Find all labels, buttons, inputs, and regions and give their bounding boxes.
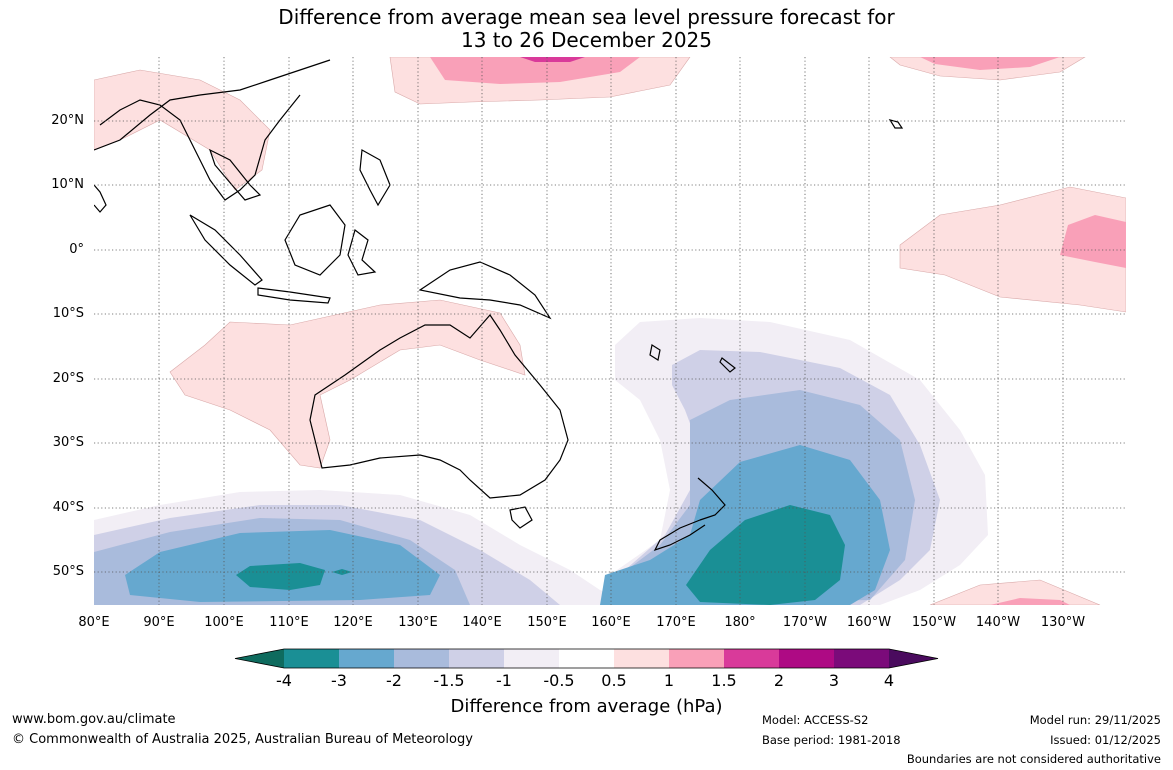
colorbar-bin-1 xyxy=(339,649,394,668)
coastline-hawaii xyxy=(888,119,904,129)
lat-label-30s: 30°S xyxy=(52,435,84,450)
coastline-new-caledonia xyxy=(719,357,736,373)
colorbar-upper-extend xyxy=(889,649,938,668)
lon-label-170w: 170°W xyxy=(782,615,828,630)
lon-label-140w: 140°W xyxy=(975,615,1021,630)
coastline-new-guinea xyxy=(418,261,552,320)
coastlines xyxy=(94,59,904,552)
colorbar-tick-label: -2 xyxy=(386,671,402,690)
colorbar-bin-4 xyxy=(504,649,559,668)
coastline-india-tip xyxy=(94,184,107,213)
lon-label-160e: 160°E xyxy=(591,615,631,630)
positive-anomaly-eq-1 xyxy=(1060,215,1126,268)
lon-label-160w: 160°W xyxy=(846,615,892,630)
colorbar-bin-5 xyxy=(559,649,614,668)
coastline-indochina xyxy=(208,148,262,201)
negative-anomaly-indian-3a xyxy=(236,563,325,590)
colorbar xyxy=(234,648,939,669)
coastline-borneo xyxy=(284,204,346,276)
coastline-australia xyxy=(309,314,569,499)
lat-label-40s: 40°S xyxy=(52,500,84,515)
positive-anomaly-north-1 xyxy=(430,57,640,84)
lon-label-150w: 150°W xyxy=(911,615,957,630)
colorbar-bin-9 xyxy=(779,649,834,668)
coastline-java xyxy=(257,287,331,304)
lat-label-50s: 50°S xyxy=(52,564,84,579)
lon-label-170e: 170°E xyxy=(656,615,696,630)
coastline-sumatra xyxy=(189,214,263,286)
positive-anomaly-se xyxy=(929,579,1101,605)
colorbar-tick-label: 1.5 xyxy=(711,671,737,690)
anomaly-field xyxy=(94,57,1126,605)
lat-label-20n: 20°N xyxy=(51,113,84,128)
map-title-line1: Difference from average mean sea level p… xyxy=(278,5,895,29)
positive-anomaly-eq xyxy=(899,186,1126,313)
positive-anomaly-asia xyxy=(94,69,271,191)
positive-anomaly-se-1 xyxy=(990,598,1070,605)
map-title-line2: 13 to 26 December 2025 xyxy=(460,28,712,52)
colorbar-bin-8 xyxy=(724,649,779,668)
colorbar-tick-label: 0.5 xyxy=(601,671,627,690)
colorbar-outline xyxy=(234,648,939,669)
positive-anomaly-north-2 xyxy=(520,57,585,62)
lat-label-10n: 10°N xyxy=(51,177,84,192)
coastline-sulawesi xyxy=(347,228,377,276)
coastline-philippines xyxy=(359,149,391,207)
lon-label-130e: 130°E xyxy=(398,615,438,630)
colorbar-tick-label: -4 xyxy=(276,671,292,690)
coastline-new-zealand xyxy=(653,477,726,552)
colorbar-tick-label: -1.5 xyxy=(433,671,465,690)
footer-base-period: Base period: 1981-2018 xyxy=(762,733,901,747)
lon-label-150e: 150°E xyxy=(527,615,567,630)
colorbar-title: Difference from average (hPa) xyxy=(450,696,723,717)
colorbar-bin-3 xyxy=(449,649,504,668)
lat-label-10s: 10°S xyxy=(52,306,84,321)
lon-label-180: 180° xyxy=(724,615,756,630)
colorbar-bin-10 xyxy=(834,649,889,668)
colorbar-tick-label: -3 xyxy=(331,671,347,690)
footer-copyright: © Commonwealth of Australia 2025, Austra… xyxy=(12,732,473,747)
positive-anomaly-aus xyxy=(169,299,526,469)
negative-anomaly-indian-3b xyxy=(332,569,352,575)
lon-label-100e: 100°E xyxy=(204,615,244,630)
lon-label-90e: 90°E xyxy=(143,615,175,630)
gridlines xyxy=(94,57,1126,605)
colorbar-tick-label: -0.5 xyxy=(543,671,575,690)
lat-label-20s: 20°S xyxy=(52,371,84,386)
colorbar-tick-label: 3 xyxy=(828,671,840,690)
footer-model: Model: ACCESS-S2 xyxy=(762,713,869,727)
colorbar-tick-label: 2 xyxy=(773,671,785,690)
lon-label-110e: 110°E xyxy=(269,615,309,630)
colorbar-bin-2 xyxy=(394,649,449,668)
lon-label-140e: 140°E xyxy=(462,615,502,630)
colorbar-lower-extend xyxy=(235,649,284,668)
footer-model-run: Model run: 29/11/2025 xyxy=(1029,713,1161,727)
coastline-tasmania xyxy=(509,506,533,529)
colorbar-bin-7 xyxy=(669,649,724,668)
colorbar-tick-label: 1 xyxy=(663,671,675,690)
lon-label-130w: 130°W xyxy=(1040,615,1086,630)
footer-boundaries-note: Boundaries are not considered authoritat… xyxy=(906,752,1161,766)
lon-label-120e: 120°E xyxy=(333,615,373,630)
lat-label-0: 0° xyxy=(69,242,84,257)
footer-issued: Issued: 01/12/2025 xyxy=(1050,733,1161,747)
colorbar-bin-0 xyxy=(284,649,339,668)
footer-url[interactable]: www.bom.gov.au/climate xyxy=(12,712,176,727)
lon-label-80e: 80°E xyxy=(78,615,110,630)
colorbar-tick-label: -1 xyxy=(496,671,512,690)
positive-anomaly-ne-1 xyxy=(920,57,1060,70)
coastline-se-asia xyxy=(94,59,331,201)
colorbar-bin-6 xyxy=(614,649,669,668)
coastline-fiji xyxy=(649,344,661,361)
colorbar-tick-label: 4 xyxy=(883,671,895,690)
